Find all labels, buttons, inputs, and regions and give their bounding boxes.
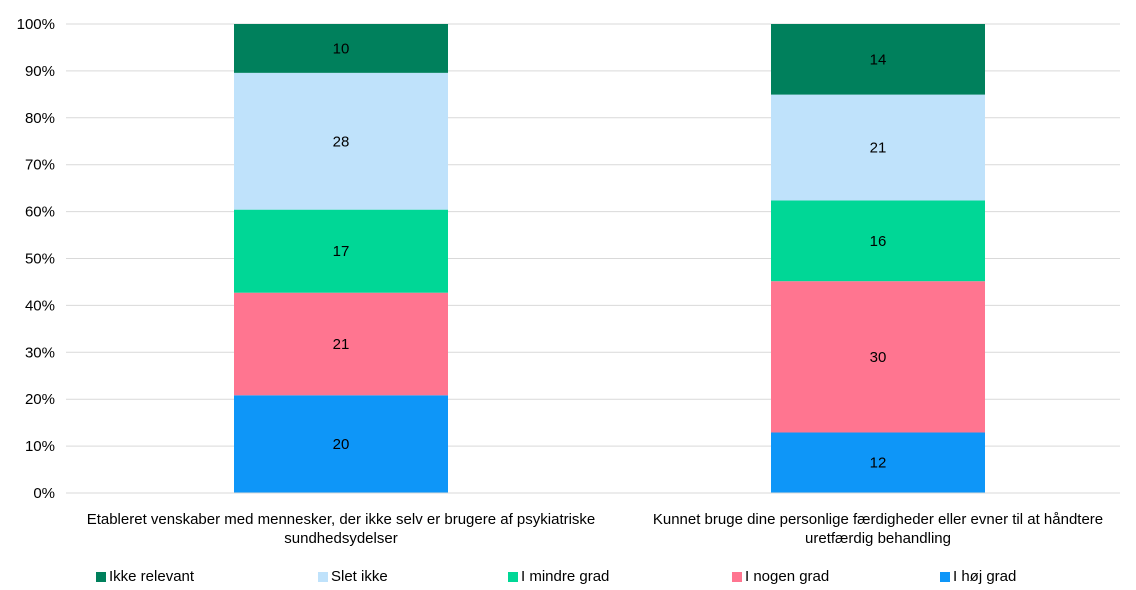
- legend-label-i-hoj-grad: I høj grad: [953, 568, 1017, 585]
- bar-segment: [234, 24, 448, 73]
- legend-label-ikke-relevant: Ikke relevant: [109, 568, 195, 585]
- y-tick-label: 70%: [25, 157, 55, 174]
- legend-swatch-ikke-relevant: [96, 571, 106, 582]
- bar-segment: [771, 281, 985, 433]
- legend-label-i-nogen-grad: I nogen grad: [745, 568, 830, 585]
- legend-item-slet-ikke: Slet ikke: [318, 568, 388, 585]
- data-label: 21: [870, 140, 887, 157]
- data-label: 20: [333, 436, 350, 453]
- bar-segment: [234, 209, 448, 293]
- bar-segment: [771, 200, 985, 282]
- legend: Ikke relevant Slet ikke I mindre grad I …: [0, 568, 1136, 588]
- y-tick-label: 90%: [25, 63, 55, 80]
- bars: 20 21 17 28 10 12 30 16 21 14: [234, 24, 985, 493]
- legend-swatch-slet-ikke: [318, 571, 328, 582]
- y-tick-label: 50%: [25, 251, 55, 268]
- legend-swatch-i-hoj-grad: [940, 571, 950, 582]
- y-tick-label: 60%: [25, 204, 55, 221]
- data-label: 14: [870, 51, 887, 68]
- y-tick-label: 40%: [25, 297, 55, 314]
- bar-segment: [771, 94, 985, 201]
- data-label: 16: [870, 233, 887, 250]
- data-label: 10: [333, 40, 350, 57]
- category-label-1: Etableret venskaber med mennesker, der i…: [86, 511, 596, 547]
- category-label-2: Kunnet bruge dine personlige færdigheder…: [652, 511, 1104, 547]
- data-label: 28: [333, 133, 350, 150]
- y-tick-label: 30%: [25, 344, 55, 361]
- legend-swatch-i-mindre-grad: [508, 571, 518, 582]
- bar-segment: [771, 24, 985, 95]
- legend-item-i-mindre-grad: I mindre grad: [508, 568, 609, 585]
- data-label: 12: [870, 455, 887, 472]
- bar-segment: [234, 395, 448, 493]
- legend-item-i-nogen-grad: I nogen grad: [732, 568, 829, 585]
- y-tick-label: 10%: [25, 438, 55, 455]
- legend-item-i-hoj-grad: I høj grad: [940, 568, 1016, 585]
- data-label: 30: [870, 349, 887, 366]
- data-label: 17: [333, 243, 350, 260]
- legend-label-slet-ikke: Slet ikke: [331, 568, 388, 585]
- y-tick-label: 20%: [25, 391, 55, 408]
- y-tick-label: 0%: [33, 485, 55, 502]
- y-axis: 0% 10% 20% 30% 40% 50% 60% 70% 80% 90% 100%: [17, 16, 55, 502]
- y-tick-label: 100%: [17, 16, 55, 33]
- data-label: 21: [333, 336, 350, 353]
- legend-label-i-mindre-grad: I mindre grad: [521, 568, 610, 585]
- bar-segment: [771, 432, 985, 493]
- y-tick-label: 80%: [25, 110, 55, 127]
- legend-swatch-i-nogen-grad: [732, 571, 742, 582]
- legend-item-ikke-relevant: Ikke relevant: [96, 568, 194, 585]
- bar-segment: [234, 72, 448, 210]
- bar-segment: [234, 292, 448, 396]
